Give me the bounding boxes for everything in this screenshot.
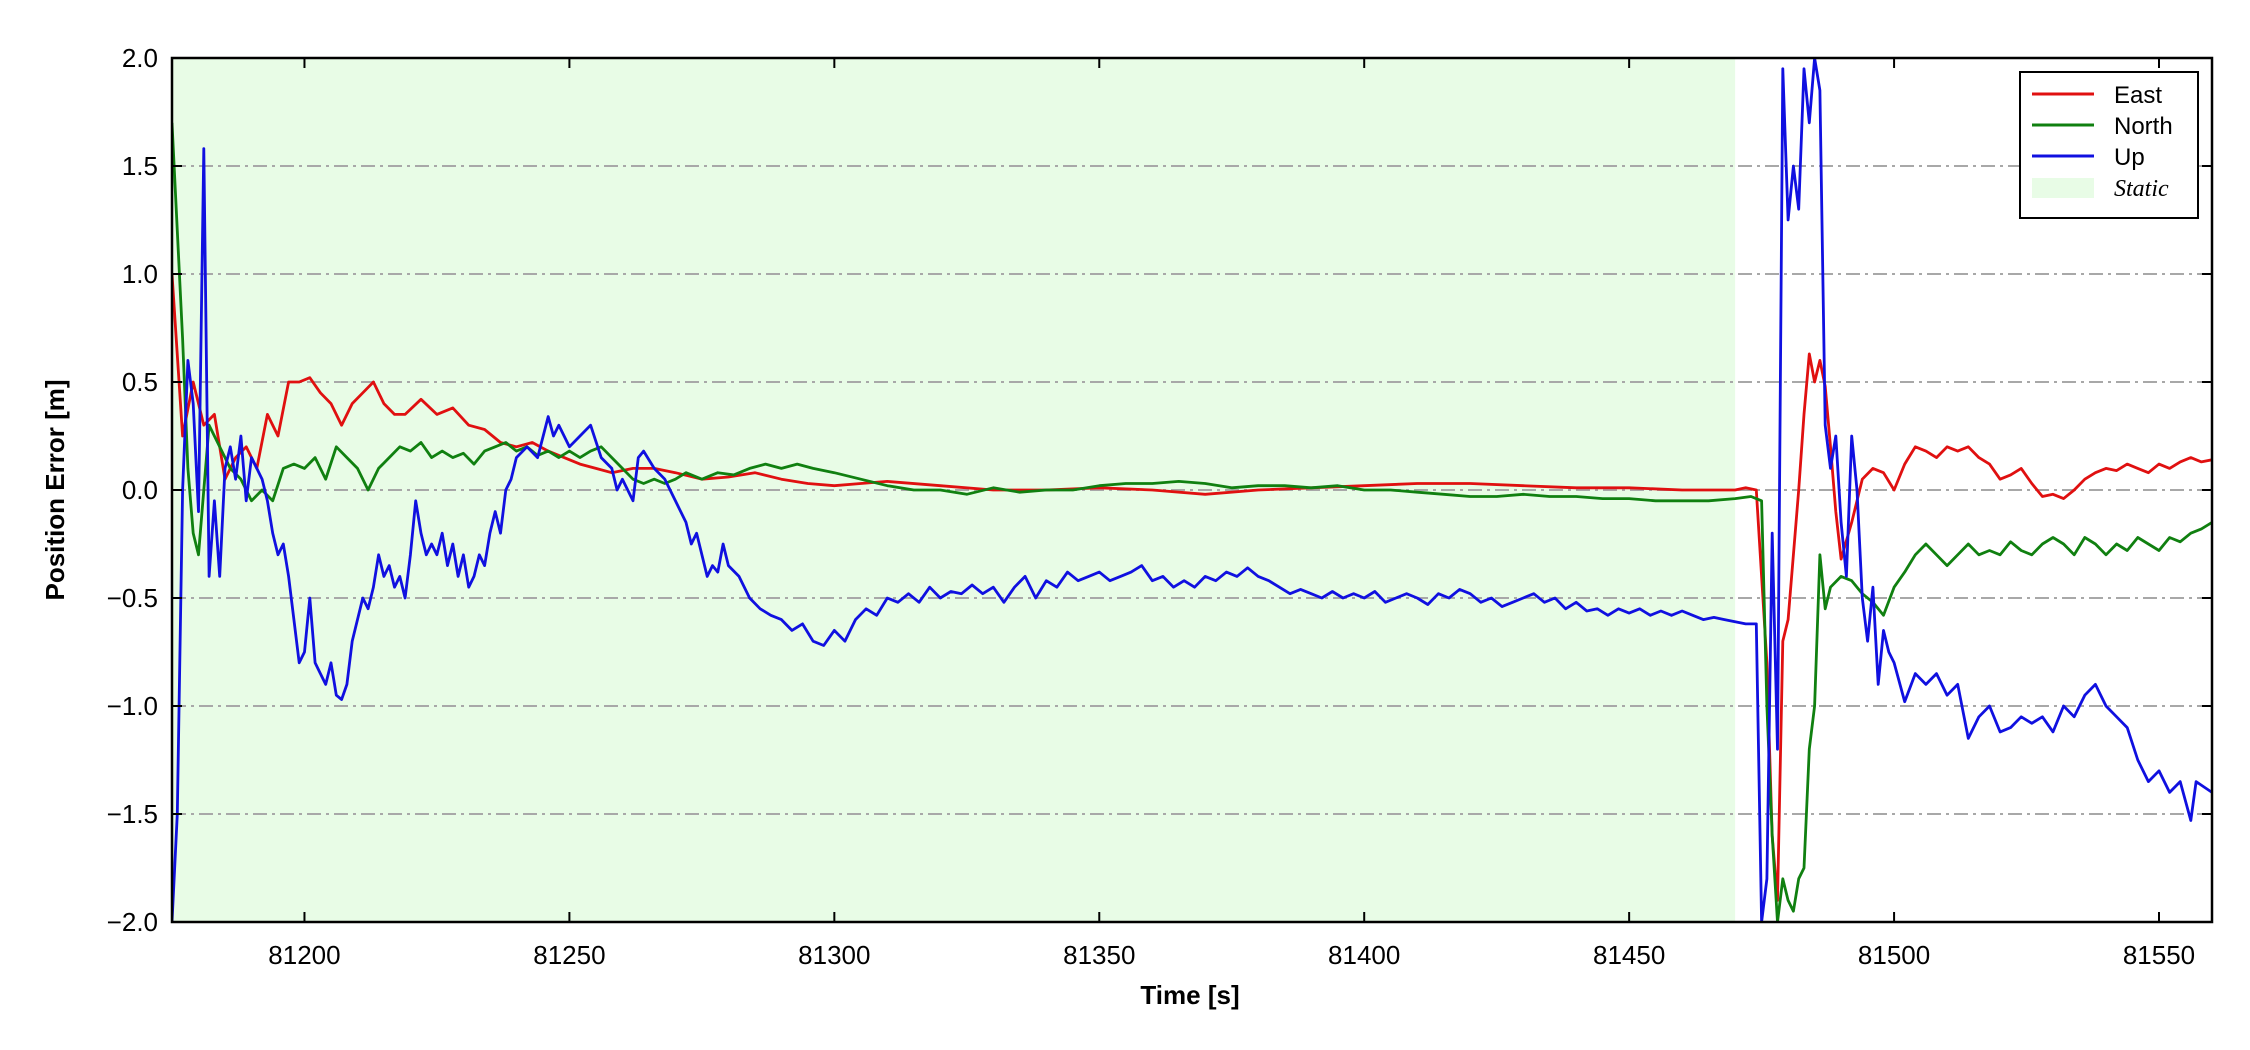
legend-swatch-static [2032, 178, 2094, 198]
x-tick-label: 81250 [533, 940, 605, 970]
y-tick-label: −0.5 [107, 583, 158, 613]
series-line-up [172, 58, 2212, 922]
grid-layer [172, 165, 2212, 815]
x-tick-label: 81200 [268, 940, 340, 970]
y-axis-title: Position Error [m] [40, 379, 70, 600]
y-tick-label: −1.5 [107, 799, 158, 829]
series-line-north [172, 122, 2212, 922]
legend-label-up: Up [2114, 144, 2145, 171]
x-tick-label: 81350 [1063, 940, 1135, 970]
legend-label-east: East [2114, 82, 2162, 109]
y-tick-label: −2.0 [107, 907, 158, 937]
legend: East North Up Static [2019, 71, 2199, 219]
x-tick-label: 81400 [1328, 940, 1400, 970]
y-tick-label: 1.5 [122, 151, 158, 181]
tick-layer: 81200 81250 81300 81350 81400 81450 81500 81550… [107, 43, 2212, 970]
y-tick-label: 0.0 [122, 475, 158, 505]
series-line-east [172, 273, 2212, 902]
series-layer [172, 58, 2212, 922]
x-tick-label: 81300 [798, 940, 870, 970]
y-tick-label: 1.0 [122, 259, 158, 289]
legend-label-north: North [2114, 113, 2173, 140]
legend-label-static: Static [2114, 176, 2169, 202]
x-tick-label: 81450 [1593, 940, 1665, 970]
x-tick-label: 81500 [1858, 940, 1930, 970]
x-tick-label: 81550 [2123, 940, 2195, 970]
y-tick-label: −1.0 [107, 691, 158, 721]
x-axis-title: Time [s] [1140, 980, 1239, 1010]
y-tick-label: 0.5 [122, 367, 158, 397]
y-tick-label: 2.0 [122, 43, 158, 73]
